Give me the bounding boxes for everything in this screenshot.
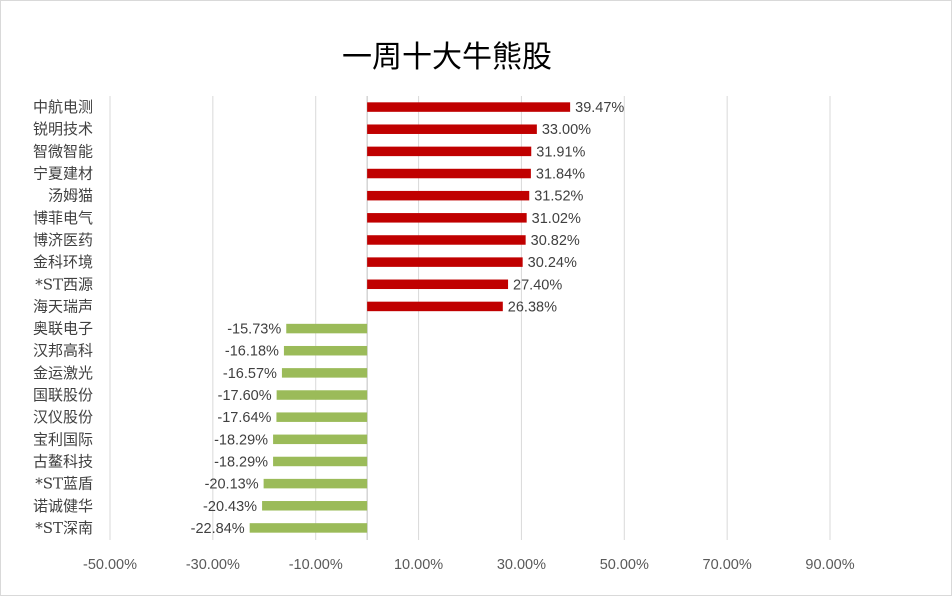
bar xyxy=(249,523,368,533)
bar xyxy=(273,456,368,467)
category-label: 博济医药 xyxy=(33,231,93,249)
value-label: -16.57% xyxy=(223,366,277,382)
bar xyxy=(262,501,368,511)
x-tick-label: -30.00% xyxy=(186,557,240,573)
category-label: 中航电测 xyxy=(33,98,93,116)
value-label: -16.18% xyxy=(225,344,279,360)
category-label: 金科环境 xyxy=(33,253,93,271)
value-label: -20.43% xyxy=(203,499,257,515)
bar xyxy=(286,323,368,334)
category-label: 国联股份 xyxy=(33,386,93,404)
value-label: 31.91% xyxy=(536,144,585,160)
x-tick-label: 30.00% xyxy=(497,557,546,573)
category-label: 宁夏建材 xyxy=(33,165,93,183)
category-label: 奥联电子 xyxy=(33,320,93,338)
category-label: *ST蓝盾 xyxy=(35,475,93,493)
category-label: 智微智能 xyxy=(33,142,93,160)
value-label: 30.82% xyxy=(531,233,580,249)
value-label: -17.64% xyxy=(217,410,271,426)
x-tick-label: 70.00% xyxy=(703,557,752,573)
bar xyxy=(276,390,368,400)
x-tick-label: -10.00% xyxy=(289,557,343,573)
value-label: 30.24% xyxy=(528,255,577,271)
bar xyxy=(367,146,532,157)
x-tick-label: 50.00% xyxy=(600,557,649,573)
labels: -50.00% -30.00% -10.00% 10.00% 30.00% 50.00% 7… xyxy=(33,98,855,573)
bars xyxy=(249,102,571,533)
value-label: 33.00% xyxy=(542,122,591,138)
bar xyxy=(367,102,571,112)
value-label: -18.29% xyxy=(214,454,268,470)
chart-title: 一周十大牛熊股 xyxy=(342,40,552,75)
value-label: 31.52% xyxy=(534,189,583,205)
bar xyxy=(263,478,368,489)
x-tick-label: 10.00% xyxy=(394,557,443,573)
bar xyxy=(367,213,527,223)
bar xyxy=(367,190,530,201)
bar xyxy=(276,412,368,422)
bar xyxy=(283,345,368,356)
value-label: 31.84% xyxy=(536,167,585,183)
value-label: 26.38% xyxy=(508,299,557,315)
x-tick-label: 90.00% xyxy=(805,557,854,573)
value-label: 31.02% xyxy=(532,211,581,227)
category-label: 宝利国际 xyxy=(33,430,93,448)
category-label: 博菲电气 xyxy=(33,209,93,227)
category-label: 汤姆猫 xyxy=(48,187,93,205)
category-label: 锐明技术 xyxy=(33,120,93,138)
category-label: 汉仪股份 xyxy=(33,408,93,426)
bar xyxy=(367,168,531,179)
bar xyxy=(367,301,503,312)
value-label: -15.73% xyxy=(227,322,281,338)
bar xyxy=(367,279,509,290)
bar xyxy=(273,434,368,445)
category-label: *ST西源 xyxy=(35,275,93,293)
category-label: *ST深南 xyxy=(35,519,93,537)
category-label: 海天瑞声 xyxy=(33,297,93,315)
value-label: -22.84% xyxy=(191,521,245,537)
value-label: 39.47% xyxy=(575,100,624,116)
bar xyxy=(367,124,537,134)
category-label: 金运激光 xyxy=(33,364,93,382)
category-label: 汉邦高科 xyxy=(33,342,93,360)
x-tick-label: -50.00% xyxy=(83,557,137,573)
value-label: -18.29% xyxy=(214,432,268,448)
bar xyxy=(367,235,526,245)
category-label: 古鳌科技 xyxy=(33,452,93,470)
gridlines xyxy=(109,96,831,540)
value-label: -20.13% xyxy=(205,477,259,493)
value-label: -17.60% xyxy=(218,388,272,404)
value-label: 27.40% xyxy=(513,277,562,293)
bar xyxy=(281,368,368,378)
category-label: 诺诚健华 xyxy=(33,497,93,515)
bar xyxy=(367,257,523,267)
